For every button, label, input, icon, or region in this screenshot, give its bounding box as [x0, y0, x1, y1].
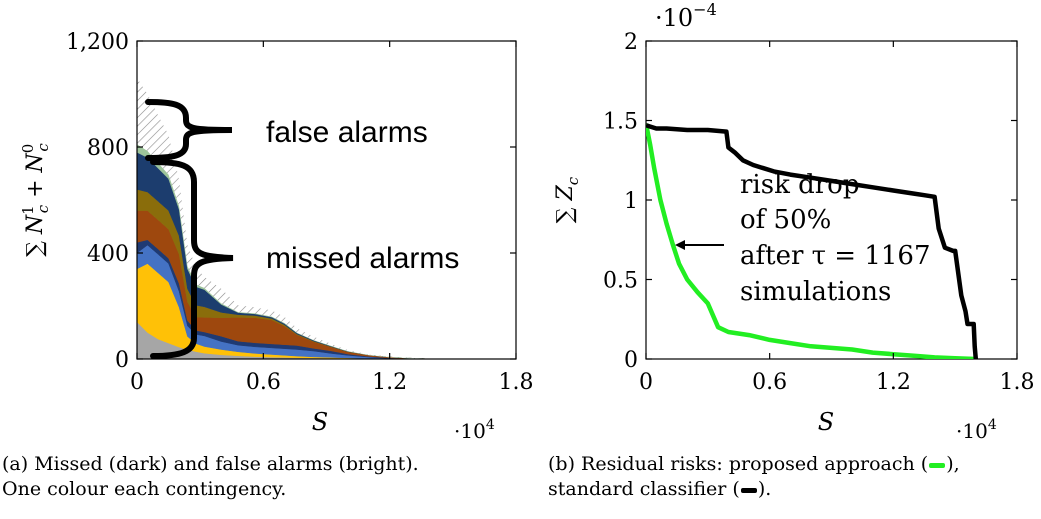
area-layer-7: [137, 144, 516, 359]
caption-b-text-3: standard classifier (: [548, 478, 740, 500]
a-x-tick-label-1: 0.6: [246, 370, 281, 395]
black-legend-swatch: [740, 487, 757, 493]
b-x-tick-label-1: 0.6: [752, 370, 787, 395]
ylabel-sum: ∑: [553, 201, 578, 224]
axis-ticks-b: 0 0.6 1.2 1.8 0 0.5 1 1.5 2: [603, 30, 1035, 395]
ylabel-sum: ∑: [23, 234, 48, 257]
ylabel-sup-1: 1: [19, 205, 37, 215]
annotation-arrow-head: [675, 240, 685, 250]
caption-b-text-4: ).: [757, 478, 772, 500]
ylabel-var: Z: [553, 185, 578, 202]
b-x-tick-label-0: 0: [639, 370, 653, 395]
y-multiplier-b: ·10−4: [655, 0, 717, 32]
b-y-tick-label-0: 0: [624, 348, 638, 373]
risk-line-1: [646, 123, 979, 359]
ylabel-var-2: N: [23, 152, 48, 173]
caption-a: (a) Missed (dark) and false alarms (brig…: [2, 452, 522, 502]
ylabel-sup-2: 0: [19, 144, 37, 154]
false-alarms-brace: [145, 99, 233, 161]
panel-b: 0 0.6 1.2 1.8 0 0.5 1 1.5 2 ·10−4 S ·104 ∑ Zc ri…: [553, 0, 1035, 443]
plot-frame-a: [136, 40, 517, 360]
x-axis-label-b: S: [818, 408, 834, 436]
b-x-tick-label-2: 1.2: [876, 370, 911, 395]
y-axis-label-a: ∑ N1c + N0c: [19, 143, 52, 257]
caption-b-line-1: (b) Residual risks: proposed approach ()…: [548, 452, 1038, 477]
annotation-line-1: risk drop: [740, 170, 859, 200]
caption-b-line-2: standard classifier ().: [548, 477, 1038, 502]
risk-lines: [646, 123, 979, 359]
green-legend-swatch: [929, 462, 946, 468]
caption-b: (b) Residual risks: proposed approach ()…: [548, 452, 1038, 502]
risk-drop-annotation: risk drop of 50% after τ = 1167 simulati…: [740, 170, 931, 307]
missed-alarms-brace: [150, 159, 234, 359]
a-y-tick-label-1: 400: [87, 242, 129, 267]
b-y-tick-label-4: 2: [624, 30, 638, 55]
ylabel-plus: +: [23, 172, 48, 204]
caption-a-line-2: One colour each contingency.: [2, 478, 287, 500]
b-y-tick-label-3: 1.5: [603, 110, 638, 135]
x-multiplier-b: ·104: [956, 417, 997, 443]
a-y-tick-label-2: 800: [87, 136, 129, 161]
a-y-tick-label-3: 1,200: [66, 30, 129, 55]
a-x-tick-label-3: 1.8: [499, 370, 534, 395]
ylabel-sub-2: c: [34, 143, 52, 152]
b-y-tick-label-2: 1: [624, 189, 638, 214]
a-x-tick-label-2: 1.2: [372, 370, 407, 395]
a-x-tick-label-0: 0: [130, 370, 144, 395]
caption-b-text-2: ),: [946, 453, 960, 475]
x-axis-label-a: S: [312, 408, 328, 436]
a-y-tick-label-0: 0: [115, 348, 129, 373]
b-y-tick-label-1: 0.5: [603, 269, 638, 294]
x-multiplier-a: ·104: [454, 417, 495, 443]
missed-alarms-label: missed alarms: [266, 242, 459, 275]
ylabel-sub-1: c: [34, 204, 52, 213]
risk-line-0: [646, 123, 976, 359]
caption-a-line-1: (a) Missed (dark) and false alarms (brig…: [2, 453, 419, 475]
ylabel-var-1: N: [23, 214, 48, 235]
caption-b-text-1: (b) Residual risks: proposed approach (: [548, 453, 929, 475]
annotation-line-3: after τ = 1167: [740, 241, 931, 271]
y-axis-label-b: ∑ Zc: [553, 176, 582, 223]
plot-frame-b: [645, 40, 1018, 360]
false-alarms-label: false alarms: [266, 116, 428, 149]
annotation-line-4: simulations: [740, 277, 891, 307]
b-x-tick-label-3: 1.8: [1000, 370, 1035, 395]
ylabel-sub: c: [564, 176, 582, 185]
axis-ticks-a: 0 0.6 1.2 1.8 0 400 800 1,200: [66, 30, 533, 395]
annotation-line-2: of 50%: [740, 205, 831, 235]
